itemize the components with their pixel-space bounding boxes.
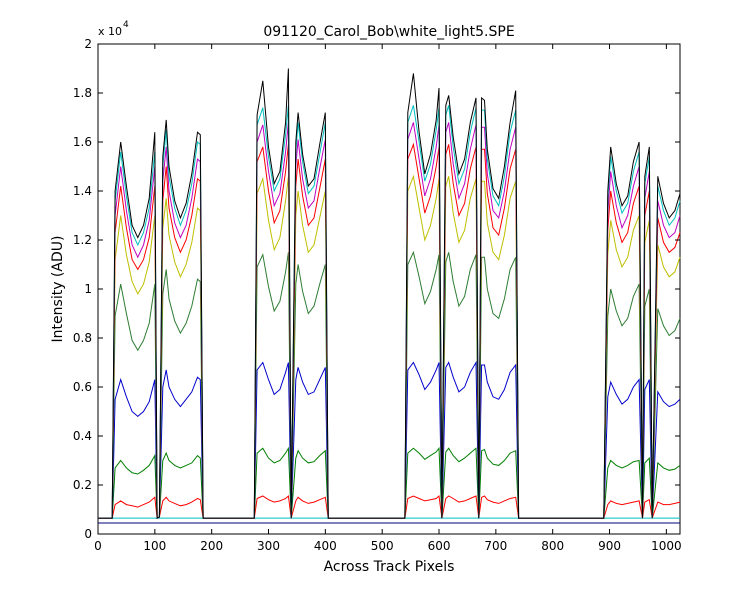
y-tick-label: 1 xyxy=(84,282,92,296)
y-tick-label: 1.4 xyxy=(73,184,92,198)
y-axis-label: Intensity (ADU) xyxy=(50,236,66,343)
x-tick-label: 700 xyxy=(484,539,507,553)
x-tick-label: 500 xyxy=(371,539,394,553)
x-tick-label: 1000 xyxy=(651,539,682,553)
x-tick-label: 300 xyxy=(257,539,280,553)
x-tick-label: 200 xyxy=(200,539,223,553)
series-line-11 xyxy=(98,68,681,519)
y-tick-label: 0.6 xyxy=(73,380,92,394)
y-axis-exponent-power: 4 xyxy=(123,20,129,30)
y-tick-label: 0.8 xyxy=(73,331,92,345)
series-layer xyxy=(98,68,681,524)
x-tick-label: 400 xyxy=(314,539,337,553)
plot-area xyxy=(97,43,681,535)
y-tick-label: 2 xyxy=(84,37,92,51)
x-axis-ticks: 0 100 200 300 400 500 600 700 800 900 1000 xyxy=(94,44,682,553)
x-axis-label: Across Track Pixels xyxy=(324,559,455,575)
x-tick-label: 800 xyxy=(541,539,564,553)
x-tick-label: 600 xyxy=(428,539,451,553)
x-tick-label: 100 xyxy=(143,539,166,553)
y-tick-label: 1.8 xyxy=(73,86,92,100)
y-tick-label: 0.4 xyxy=(73,429,92,443)
y-tick-label: 0.2 xyxy=(73,478,92,492)
y-tick-label: 1.6 xyxy=(73,135,92,149)
x-tick-label: 0 xyxy=(94,539,102,553)
x-tick-label: 900 xyxy=(598,539,621,553)
y-axis-exponent: x 10 xyxy=(98,25,122,38)
y-tick-label: 1.2 xyxy=(73,233,92,247)
y-axis-ticks: 0 0.2 0.4 0.6 0.8 1 1.2 1.4 1.6 1.8 2 xyxy=(73,37,680,541)
chart-title: 091120_Carol_Bob\white_light5.SPE xyxy=(263,24,514,40)
y-tick-label: 0 xyxy=(84,527,92,541)
